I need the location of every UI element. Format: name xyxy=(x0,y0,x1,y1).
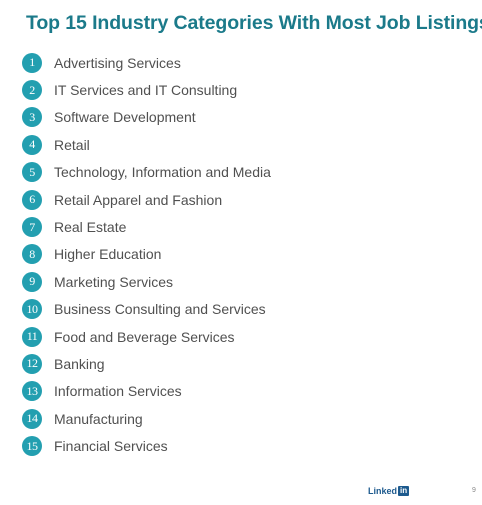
list-item: 10 Business Consulting and Services xyxy=(22,296,271,323)
list-item-label: Retail Apparel and Fashion xyxy=(54,191,223,208)
list-item-label: Manufacturing xyxy=(54,410,143,427)
list-item-label: Advertising Services xyxy=(54,54,181,71)
number-badge: 10 xyxy=(22,299,42,320)
number-badge: 6 xyxy=(22,189,42,210)
list-item: 15 Financial Services xyxy=(22,432,271,459)
number-badge: 4 xyxy=(22,134,42,155)
number-badge: 15 xyxy=(22,436,42,457)
number-badge: 13 xyxy=(22,381,42,402)
list-item-label: Banking xyxy=(54,355,105,372)
list-item: 9 Marketing Services xyxy=(22,268,271,295)
list-item-label: IT Services and IT Consulting xyxy=(54,82,238,99)
list-item: 2 IT Services and IT Consulting xyxy=(22,76,271,103)
list-item-label: Software Development xyxy=(54,109,196,126)
list-item-label: Business Consulting and Services xyxy=(54,301,266,318)
page-number: 9 xyxy=(472,487,476,494)
number-badge: 7 xyxy=(22,217,42,238)
list-item-label: Higher Education xyxy=(54,246,162,263)
list-item: 12 Banking xyxy=(22,350,271,377)
logo-text: Linked xyxy=(368,486,398,496)
list-item: 14 Manufacturing xyxy=(22,405,271,432)
list-item: 8 Higher Education xyxy=(22,241,271,268)
number-badge: 11 xyxy=(22,326,42,347)
list-item: 4 Retail xyxy=(22,131,271,158)
industry-list: 1 Advertising Services 2 IT Services and… xyxy=(22,49,271,460)
list-item-label: Food and Beverage Services xyxy=(54,328,235,345)
list-item: 7 Real Estate xyxy=(22,213,271,240)
number-badge: 5 xyxy=(22,162,42,183)
number-badge: 1 xyxy=(22,52,42,73)
number-badge: 14 xyxy=(22,408,42,429)
list-item: 11 Food and Beverage Services xyxy=(22,323,271,350)
list-item: 1 Advertising Services xyxy=(22,49,271,76)
list-item-label: Financial Services xyxy=(54,438,168,455)
list-item: 5 Technology, Information and Media xyxy=(22,159,271,186)
number-badge: 2 xyxy=(22,80,42,101)
list-item: 6 Retail Apparel and Fashion xyxy=(22,186,271,213)
list-item-label: Retail xyxy=(54,136,90,153)
linkedin-logo: Linked in xyxy=(368,486,410,496)
number-badge: 12 xyxy=(22,353,42,374)
number-badge: 3 xyxy=(22,107,42,128)
list-item-label: Real Estate xyxy=(54,219,127,236)
list-item-label: Information Services xyxy=(54,383,182,400)
list-item: 13 Information Services xyxy=(22,378,271,405)
logo-box: in xyxy=(398,486,410,496)
list-item-label: Technology, Information and Media xyxy=(54,164,271,181)
list-item: 3 Software Development xyxy=(22,104,271,131)
list-item-label: Marketing Services xyxy=(54,273,174,290)
number-badge: 8 xyxy=(22,244,42,265)
number-badge: 9 xyxy=(22,271,42,292)
page-title: Top 15 Industry Categories With Most Job… xyxy=(26,12,482,34)
